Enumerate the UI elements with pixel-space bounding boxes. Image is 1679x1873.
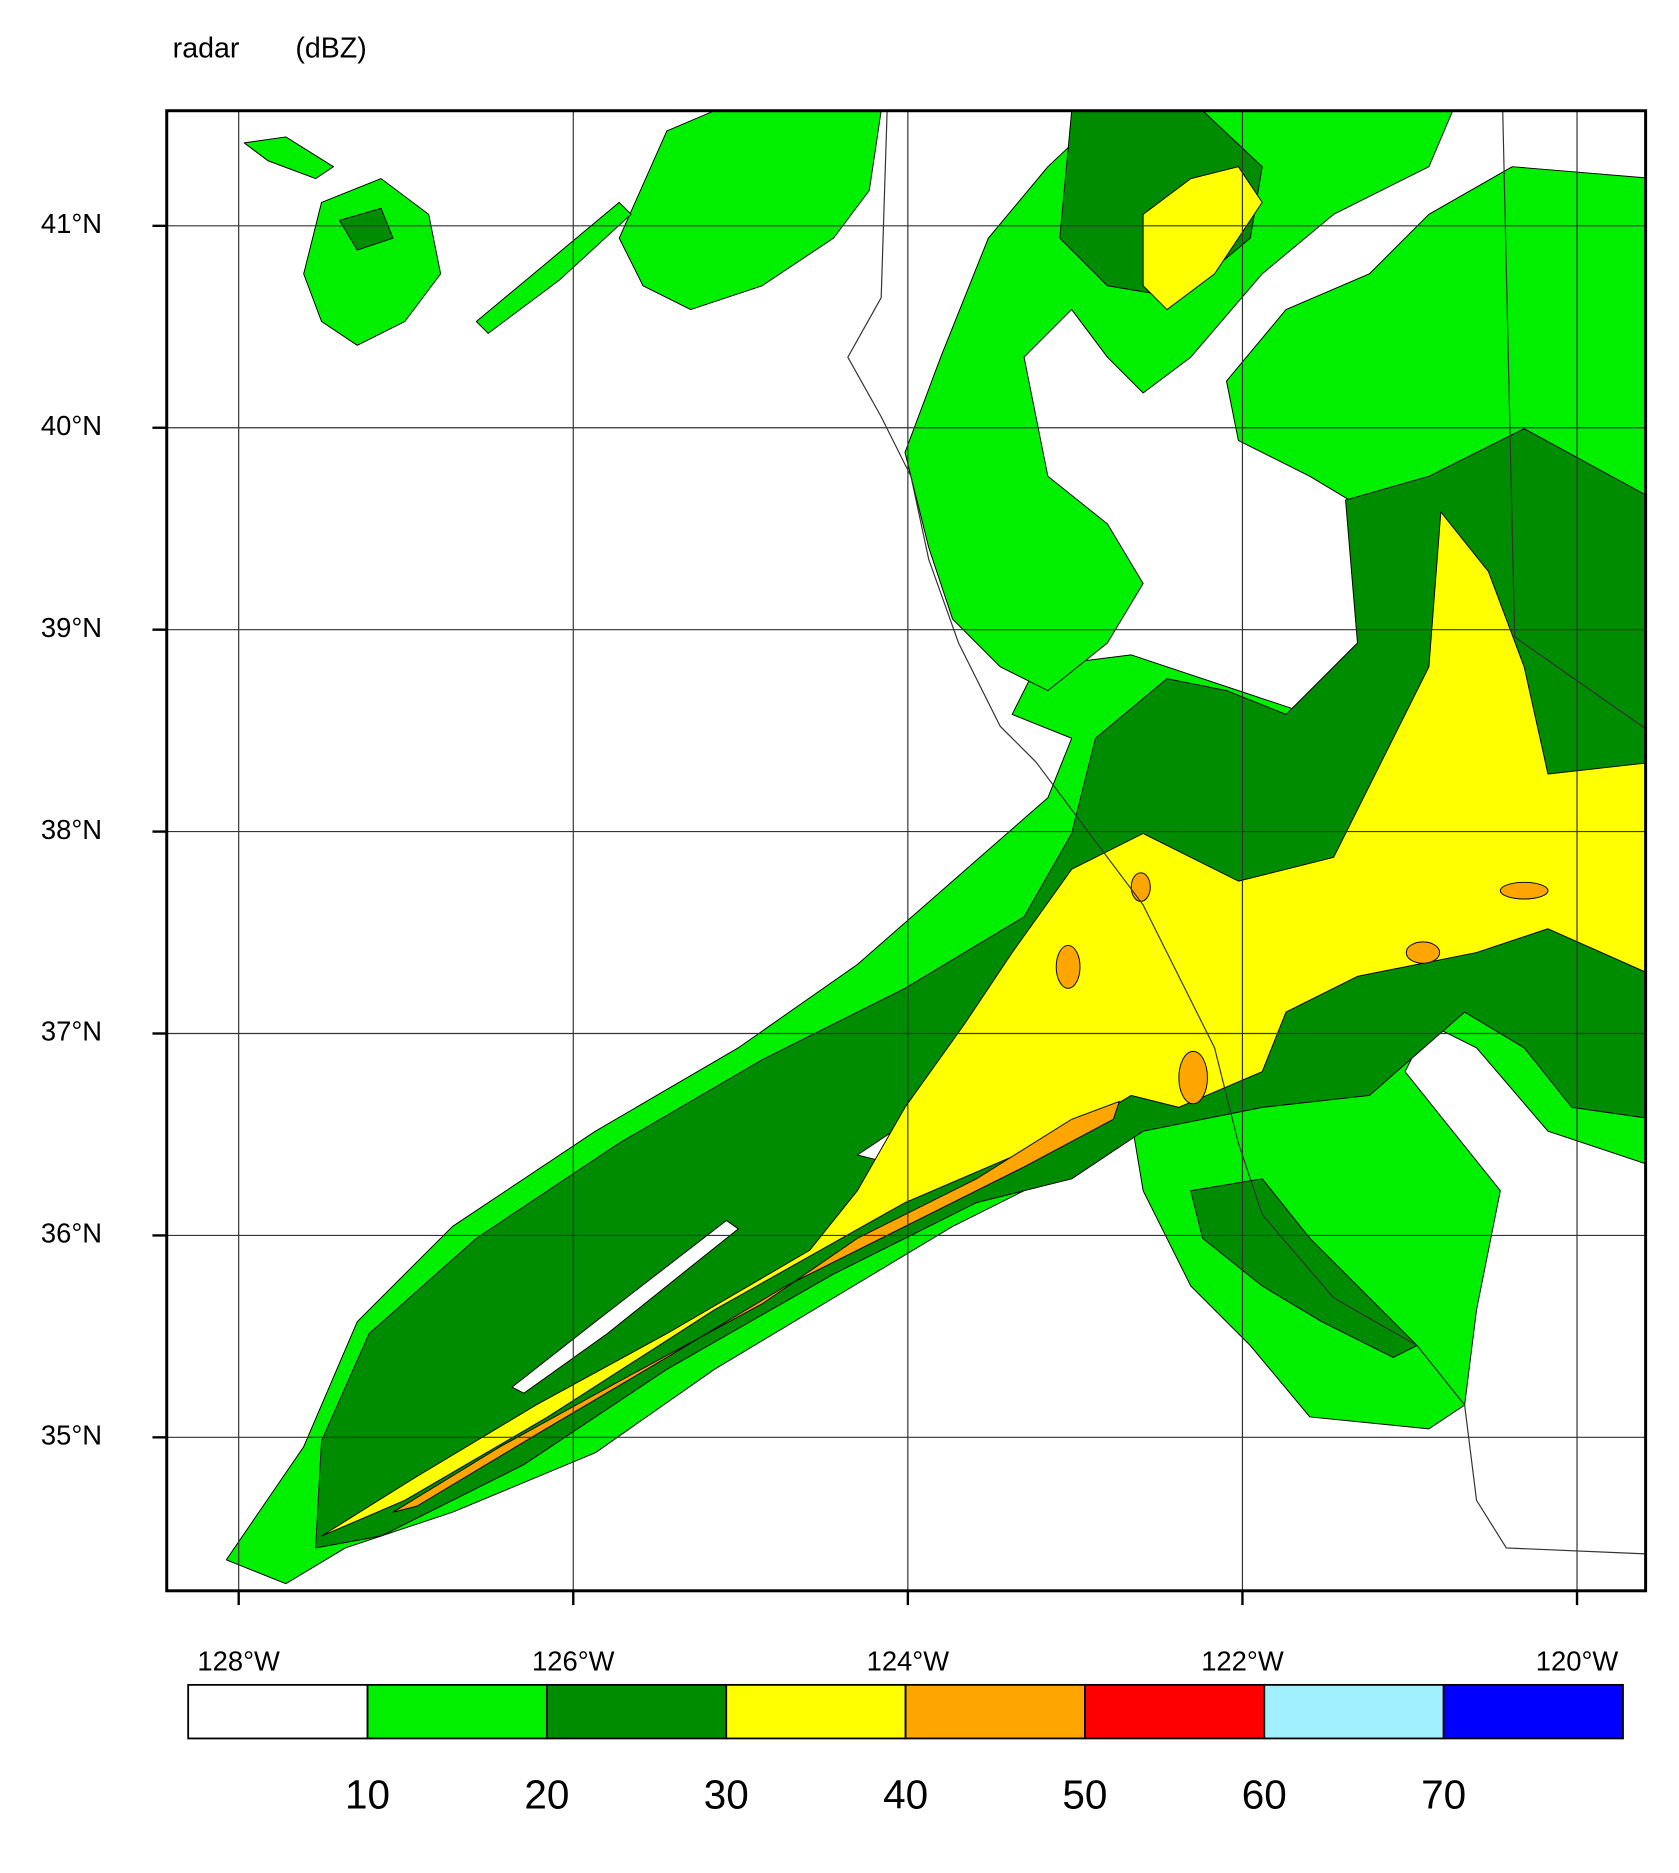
y-tick-label: 36°N	[41, 1218, 102, 1249]
colorbar-box	[1442, 1683, 1624, 1740]
coastline	[847, 110, 1646, 1555]
x-tick-label: 126°W	[532, 1646, 615, 1677]
contour-area	[1405, 941, 1441, 964]
colorbar-label: 40	[883, 1772, 928, 1818]
colorbar-label: 10	[345, 1772, 390, 1818]
colorbar-box	[1084, 1683, 1266, 1740]
y-tick-label: 37°N	[41, 1016, 102, 1047]
contour-area	[338, 207, 394, 251]
contour-area	[303, 178, 442, 346]
contour-area	[315, 428, 1646, 1549]
colorbar: 10 20 30 40 50 60 70	[187, 1683, 1624, 1818]
colorbar-box	[187, 1683, 369, 1740]
contour-area	[1499, 881, 1549, 900]
map-frame	[165, 109, 1648, 1593]
y-tick-label: 35°N	[41, 1420, 102, 1451]
contour-area	[1178, 1050, 1208, 1105]
y-tick-label: 39°N	[41, 612, 102, 643]
colorbar-label: 70	[1421, 1772, 1466, 1818]
title: radar	[173, 33, 240, 65]
contour-area	[1142, 166, 1263, 311]
contour-area	[243, 136, 334, 180]
colorbar-label: 50	[1062, 1772, 1107, 1818]
colorbar-label: 60	[1242, 1772, 1287, 1818]
graticule	[166, 110, 1646, 1591]
contour-area	[1055, 944, 1081, 989]
contour-area	[511, 1220, 739, 1394]
contour-area	[392, 1100, 1120, 1513]
colorbar-box	[545, 1683, 728, 1740]
y-tick-label: 38°N	[41, 814, 102, 845]
contour-area	[475, 201, 632, 334]
x-tick-label: 120°W	[1536, 1646, 1619, 1677]
colorbar-label: 20	[524, 1772, 569, 1818]
colorbar-label: 30	[704, 1772, 749, 1818]
contour-area	[1130, 872, 1151, 902]
y-tick-label: 41°N	[41, 208, 102, 239]
x-tick-label: 122°W	[1201, 1646, 1284, 1677]
radar-field	[225, 110, 1646, 1585]
boundaries	[847, 110, 1646, 1555]
colorbar-box	[366, 1683, 548, 1740]
units: (dBZ)	[295, 33, 366, 65]
colorbar-box	[1263, 1683, 1445, 1740]
colorbar-box	[904, 1683, 1086, 1740]
x-tick-label: 124°W	[867, 1646, 950, 1677]
colorbar-box	[725, 1683, 907, 1740]
y-tick-label: 40°N	[41, 410, 102, 441]
state-border	[1502, 110, 1646, 730]
x-tick-label: 128°W	[197, 1646, 280, 1677]
axes: 128°W 126°W 124°W 122°W 120°W 35°N 36°N 37°N 38°…	[41, 208, 1619, 1677]
contour-area	[618, 110, 882, 311]
